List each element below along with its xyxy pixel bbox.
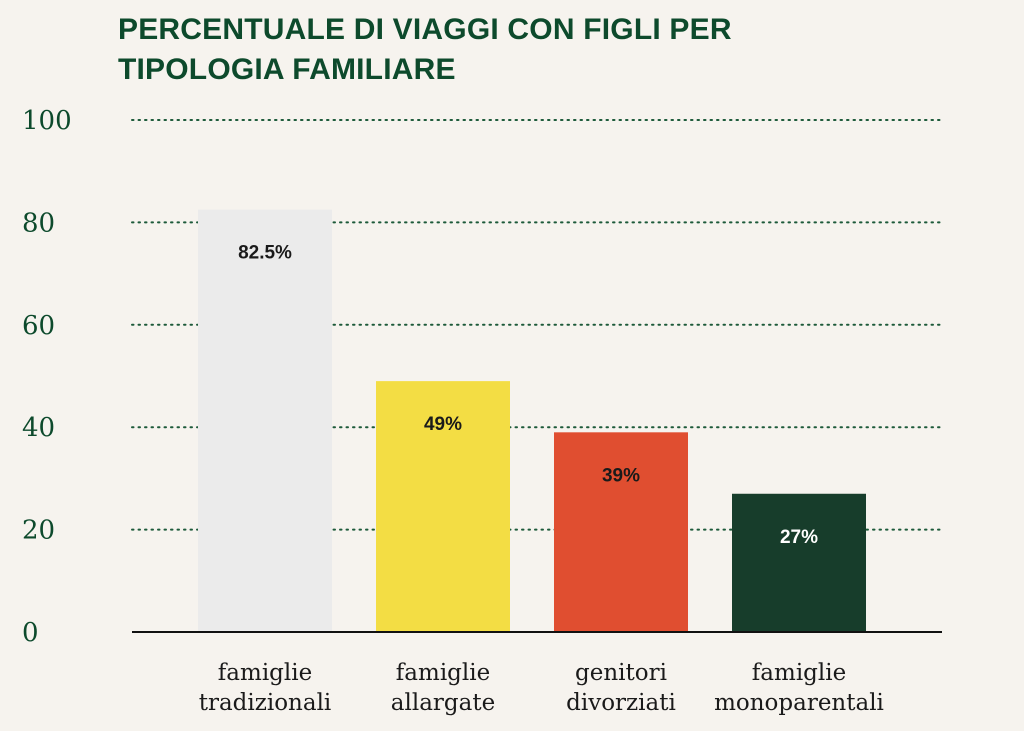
data-label: 39% (602, 465, 640, 486)
x-tick-label: famiglie (218, 660, 312, 686)
x-tick-label: genitori (575, 660, 667, 686)
bar (376, 381, 510, 632)
y-tick-label: 40 (22, 413, 55, 443)
chart-title: PERCENTUALE DI VIAGGI CON FIGLI PER TIPO… (118, 13, 732, 86)
x-tick-label: tradizionali (199, 690, 332, 716)
y-tick-label: 100 (22, 106, 72, 136)
data-label: 82.5% (238, 243, 292, 264)
y-tick-label: 80 (22, 208, 55, 238)
x-tick-label: divorziati (566, 690, 676, 716)
bar (554, 432, 688, 632)
y-tick-label: 20 (22, 516, 55, 546)
data-label: 27% (780, 527, 818, 548)
data-label: 49% (424, 414, 462, 435)
y-tick-label: 60 (22, 311, 55, 341)
x-tick-label: famiglie (752, 660, 846, 686)
bar (732, 493, 866, 632)
x-tick-label: monoparentali (714, 690, 884, 716)
y-tick-label: 0 (22, 618, 39, 648)
bar (198, 209, 332, 632)
x-tick-label: allargate (391, 690, 495, 716)
x-tick-label: famiglie (396, 660, 490, 686)
